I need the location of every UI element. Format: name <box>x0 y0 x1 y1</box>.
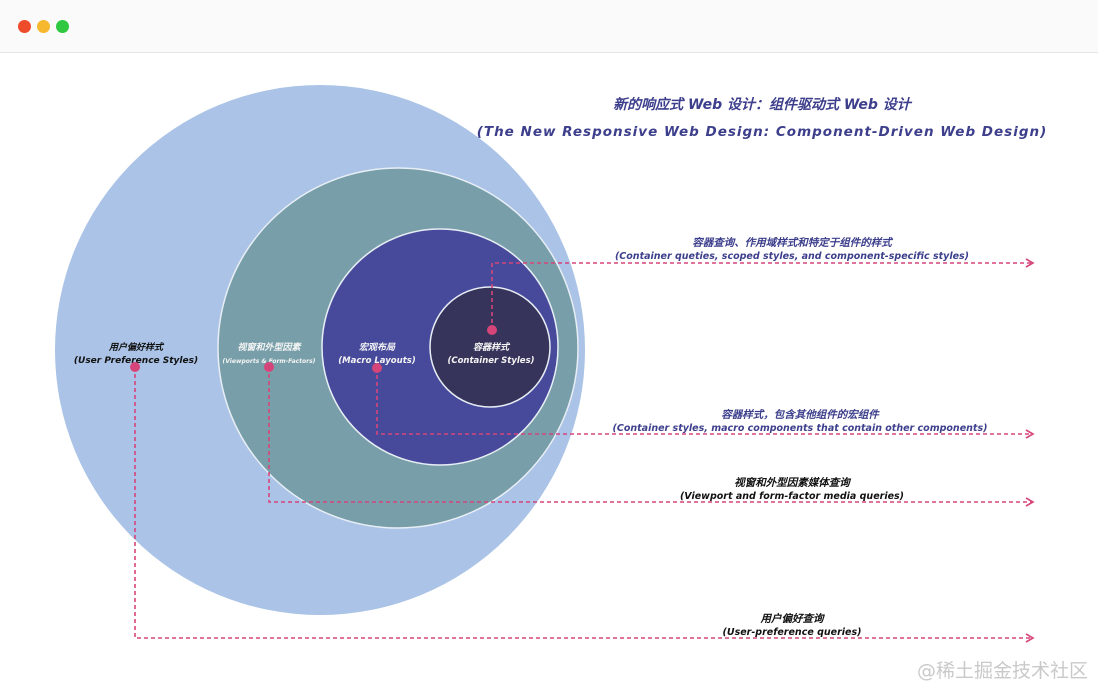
connector-user-pref <box>134 367 1035 643</box>
dot-container <box>487 325 497 335</box>
label-container-en: (Container Styles) <box>447 356 534 366</box>
dot-user-pref <box>130 362 140 372</box>
annotation-3-en: (Viewport and form-factor media queries) <box>680 491 904 502</box>
annotation-4-en: (User-preference queries) <box>723 627 862 638</box>
close-window-button[interactable] <box>18 20 31 33</box>
annotation-1-zh: 容器查询、作用域样式和特定于组件的样式 <box>692 236 893 249</box>
annotation-1-en: (Container queties, scoped styles, and c… <box>615 251 969 262</box>
circle-container-styles <box>429 286 551 408</box>
dot-viewport <box>264 362 274 372</box>
label-user-pref-zh: 用户偏好样式 <box>108 342 165 353</box>
label-viewport-zh: 视窗和外型因素 <box>237 342 302 353</box>
dot-macro <box>372 363 382 373</box>
connector-viewport <box>268 367 1035 507</box>
label-viewport-en: (Viewports & Form-Factors) <box>223 358 316 365</box>
label-macro-en: (Macro Layouts) <box>338 356 416 366</box>
label-macro-zh: 宏观布局 <box>359 342 396 353</box>
watermark: @稀土掘金技术社区 <box>916 660 1088 682</box>
minimize-window-button[interactable] <box>37 20 50 33</box>
title-zh: 新的响应式 Web 设计：组件驱动式 Web 设计 <box>613 96 913 113</box>
annotation-3-zh: 视窗和外型因素媒体查询 <box>734 476 851 489</box>
title-en: (The New Responsive Web Design: Componen… <box>477 124 1048 140</box>
annotation-2-en: (Container styles, macro components that… <box>613 423 988 434</box>
window-titlebar <box>0 0 1098 53</box>
annotation-4-zh: 用户偏好查询 <box>760 612 825 625</box>
annotation-2-zh: 容器样式，包含其他组件的宏组件 <box>721 408 880 421</box>
maximize-window-button[interactable] <box>56 20 69 33</box>
connector-container-queries <box>491 258 1035 330</box>
connector-macro <box>376 368 1035 439</box>
label-container-zh: 容器样式 <box>473 342 511 353</box>
label-user-pref-en: (User Preference Styles) <box>74 356 198 366</box>
